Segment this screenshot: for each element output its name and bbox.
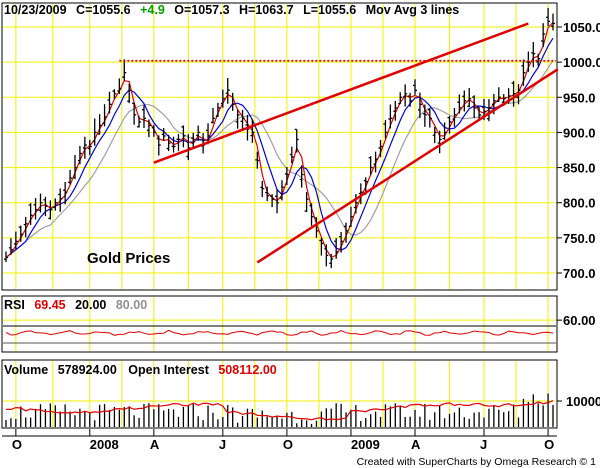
- moving-average-slow-line: [5, 60, 554, 258]
- price-tick-label: 950.0: [563, 90, 596, 105]
- rsi-label: RSI: [4, 298, 25, 312]
- x-axis: O 2008 A J O 2009 A J O: [12, 429, 554, 452]
- price-tick-label: 900.0: [563, 125, 596, 140]
- gold-prices-annotation: Gold Prices: [87, 250, 170, 267]
- price-tick-label: 750.0: [563, 231, 596, 246]
- header-change: +4.9: [140, 3, 165, 17]
- volume-axis: 10000: [557, 394, 600, 409]
- volume-value: 578924.00: [58, 363, 117, 377]
- rsi-axis: 60.00: [557, 313, 596, 328]
- volume-panel-frame: [1, 359, 558, 429]
- price-bars: [4, 7, 555, 269]
- volume-bars: [5, 393, 554, 427]
- rsi-upper: 80.00: [116, 298, 147, 312]
- moving-average-fast: [5, 21, 554, 258]
- price-panel-frame: [1, 2, 558, 291]
- price-axis: 1050.0 1000.0 950.0 900.0 850.0 800.0 750.0 700…: [557, 20, 600, 281]
- volume-label: Volume: [4, 363, 48, 377]
- x-tick-label: J: [480, 437, 487, 452]
- software-credit: Created with SuperCharts by Omega Resear…: [357, 456, 597, 468]
- moving-average-fast-line: [5, 21, 554, 258]
- channel-lower-line: [256, 68, 559, 264]
- header-legend: 10/23/2009 C=1055.6 +4.9 O=1057.3 H=1063…: [4, 3, 459, 17]
- x-tick-label: O: [12, 437, 22, 452]
- header-close: C=1055.6: [76, 3, 131, 17]
- volume-tick-label: 10000: [566, 394, 600, 409]
- header-low: L=1055.6: [303, 3, 356, 17]
- rsi-legend: RSI 69.45 20.00 80.00: [4, 298, 147, 312]
- rsi-lower: 20.00: [75, 298, 106, 312]
- channel-upper-line: [153, 22, 529, 164]
- open-interest-value: 508112.00: [218, 363, 276, 377]
- open-interest-line-path: [6, 400, 554, 421]
- volume-legend: Volume 578924.00 Open Interest 508112.00: [4, 363, 277, 377]
- price-tick-label: 700.0: [563, 266, 596, 281]
- price-gridlines: [3, 26, 556, 274]
- rsi-lines: [3, 325, 556, 344]
- moving-average-mid-line: [5, 37, 554, 258]
- x-tick-label: A: [150, 437, 160, 452]
- open-interest-line: [6, 400, 554, 421]
- price-tick-label: 1050.0: [563, 20, 600, 35]
- header-date: 10/23/2009: [4, 3, 67, 17]
- rsi-line: [5, 329, 554, 336]
- open-interest-label: Open Interest: [128, 363, 209, 377]
- header-study: Mov Avg 3 lines: [366, 3, 460, 17]
- rsi-tick-label: 60.00: [563, 313, 596, 328]
- trend-channel: [153, 22, 559, 264]
- vertical-gridlines: [15, 4, 549, 427]
- moving-average-mid: [5, 37, 554, 258]
- price-tick-label: 1000.0: [563, 55, 600, 70]
- x-tick-label: 2009: [351, 437, 380, 452]
- x-tick-label: J: [219, 437, 226, 452]
- x-tick-label: 2008: [90, 437, 119, 452]
- x-tick-label: A: [411, 437, 421, 452]
- header-open: O=1057.3: [174, 3, 229, 17]
- rsi-panel-frame: [1, 295, 558, 353]
- moving-average-slow: [5, 60, 554, 258]
- x-tick-label: O: [544, 437, 554, 452]
- price-tick-label: 850.0: [563, 161, 596, 176]
- rsi-value: 69.45: [34, 298, 65, 312]
- price-tick-label: 800.0: [563, 196, 596, 211]
- header-high: H=1063.7: [239, 3, 294, 17]
- x-tick-label: O: [283, 437, 293, 452]
